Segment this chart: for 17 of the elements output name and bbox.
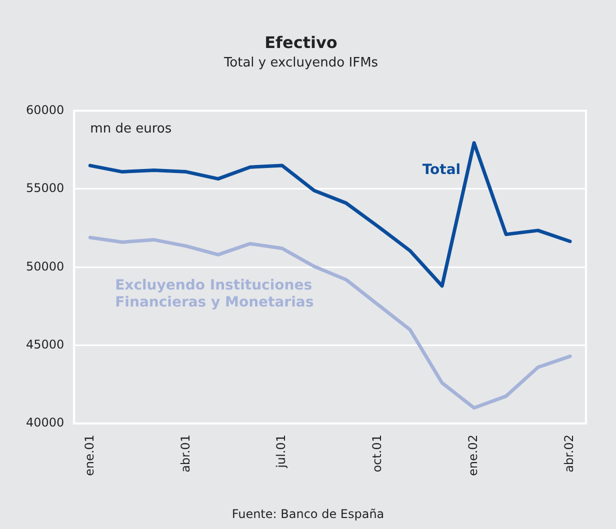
y-tick-label: 40000 [26,416,64,430]
chart-title: Efectivo [264,32,338,52]
x-tick-label: abr.01 [178,434,192,472]
y-tick-label: 45000 [26,337,64,352]
y-tick-label: 60000 [26,102,64,117]
x-tick-label: ene.01 [82,434,96,476]
source-note: Fuente: Banco de España [232,507,384,522]
chart-subtitle: Total y excluyendo IFMs [222,55,378,70]
series-label: Total [422,162,461,178]
x-tick-label: ene.02 [466,434,480,476]
y-axis-title: mn de euros [90,122,172,137]
x-tick-label: oct.01 [370,434,384,472]
x-tick-label: abr.02 [562,434,576,472]
x-tick-label: jul.01 [274,434,288,469]
y-tick-label: 55000 [26,181,64,196]
y-tick-label: 50000 [26,259,64,274]
series-label: Excluyendo Instituciones Financieras y Monetarias [115,278,314,311]
